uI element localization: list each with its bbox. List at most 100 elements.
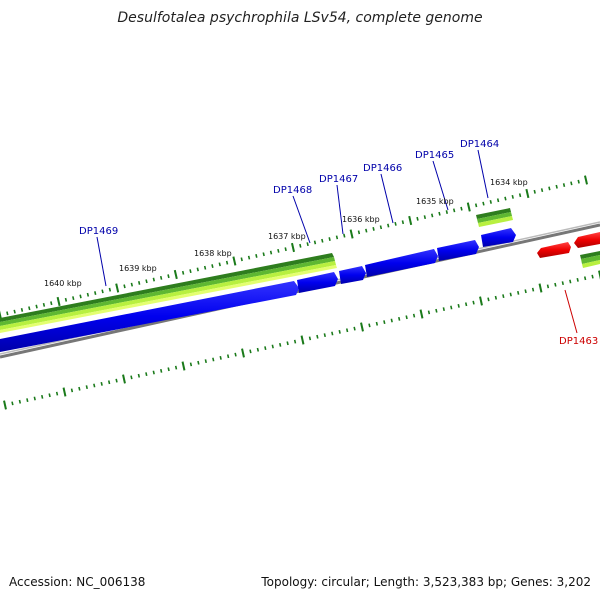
gene-arrow-dp1465[interactable] [437,240,479,261]
minor-tick [181,270,185,275]
minor-tick [48,393,51,398]
gene-label-dp1467: DP1467 [319,174,358,185]
minor-tick [375,321,379,326]
minor-tick [18,399,22,404]
minor-tick [255,254,258,258]
minor-tick [203,265,207,270]
minor-tick [271,344,274,349]
minor-tick [28,306,31,311]
gene-arrow-dp1464[interactable] [481,228,516,247]
minor-tick [269,250,273,255]
minor-tick [64,297,68,302]
minor-tick [509,292,512,297]
minor-tick [137,281,141,285]
minor-tick [234,352,237,357]
major-tick [360,322,364,332]
minor-tick [328,237,331,241]
gene-arrow-dp1468[interactable] [297,272,338,293]
minor-tick [357,230,361,235]
minor-tick [394,221,397,226]
minor-tick [561,281,564,286]
minor-tick [189,269,192,274]
minor-tick [212,357,215,362]
minor-tick [345,328,349,333]
minor-tick [108,287,112,292]
minor-tick [130,375,133,380]
major-tick [349,229,354,239]
major-tick [598,270,600,280]
major-tick [62,387,67,397]
minor-tick [256,347,260,352]
minor-tick [130,282,134,287]
minor-tick [78,386,81,391]
minor-tick [457,303,460,308]
minor-tick [11,401,14,406]
minor-tick [41,394,44,399]
minor-tick [504,196,507,201]
gene-arrow-dp1466[interactable] [365,249,438,277]
minor-tick [284,247,287,252]
minor-tick [85,385,88,390]
minor-tick [55,391,59,396]
minor-tick [387,223,390,228]
minor-tick [313,240,317,245]
minor-tick [423,215,427,220]
minor-tick [70,388,74,393]
scale-ticks-lower [3,270,600,410]
gene-label-dp1463: DP1463 [559,336,598,347]
scale-label: 1635 kbp [416,197,454,206]
major-tick [181,361,186,371]
minor-tick [6,311,9,316]
minor-tick [379,225,383,230]
gene-arrow-dp1463[interactable] [537,242,571,258]
minor-tick [460,206,463,211]
minor-tick [368,323,371,328]
gene-arrow-reverse-partial[interactable] [574,232,600,248]
minor-tick [293,339,297,344]
minor-tick [42,302,46,307]
minor-tick [20,308,24,312]
major-tick [584,175,588,185]
minor-tick [219,355,222,360]
minor-tick [249,349,252,354]
minor-tick [160,368,163,373]
minor-tick [435,308,438,313]
major-tick [525,188,530,199]
label-leaders [96,149,578,334]
minor-tick [562,183,566,187]
gene-arrow-dp1467[interactable] [339,266,366,284]
minor-tick [482,201,485,206]
major-tick [419,309,424,319]
minor-tick [226,354,230,359]
minor-tick [204,359,207,364]
minor-tick [86,292,90,297]
scale-label: 1639 kbp [119,264,157,273]
minor-tick [438,211,441,216]
scale-label: 1637 kbp [268,232,306,241]
minor-tick [412,313,416,318]
minor-tick [450,305,453,310]
minor-tick [277,248,280,253]
minor-tick [93,383,96,388]
minor-tick [548,186,551,191]
minor-tick [218,262,221,267]
gene-arrow-dp1469[interactable] [0,281,299,352]
major-tick [232,256,237,266]
accession-text: Accession: NC_006138 [9,575,146,589]
minor-tick [517,290,520,295]
minor-tick [247,255,251,260]
minor-tick [338,329,341,334]
scale-label: 1640 kbp [44,279,82,288]
minor-tick [331,331,334,336]
minor-tick [152,370,155,375]
major-tick [241,348,245,358]
minor-tick [335,235,339,240]
gene-label-dp1469: DP1469 [79,226,118,237]
minor-tick [405,315,408,320]
minor-tick [442,307,445,312]
minor-tick [197,360,200,365]
minor-tick [306,242,309,247]
minor-tick [546,284,550,289]
minor-tick [502,294,505,299]
minor-tick [189,362,193,367]
